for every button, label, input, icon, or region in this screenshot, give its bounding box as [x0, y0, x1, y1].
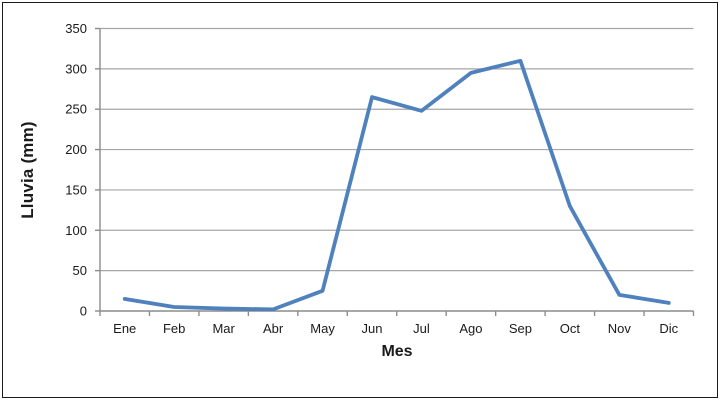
x-tick-label: Ago [459, 321, 482, 336]
y-tick-label: 350 [65, 21, 87, 36]
y-tick-label: 0 [80, 304, 87, 319]
x-tick-label: May [310, 321, 335, 336]
x-tick-label: Dic [659, 321, 678, 336]
y-tick-label: 150 [65, 182, 87, 197]
x-axis-title: Mes [381, 343, 413, 360]
y-axis-title: Lluvia (mm) [18, 121, 37, 219]
x-tick-label: Mar [212, 321, 235, 336]
y-tick-label: 250 [65, 102, 87, 117]
x-tick-label: Jul [413, 321, 430, 336]
x-tick-label: Oct [560, 321, 581, 336]
x-tick-label: Abr [263, 321, 284, 336]
rainfall-series-line [122, 58, 671, 312]
y-tick-label: 100 [65, 223, 87, 238]
y-tick-label: 50 [73, 263, 87, 278]
y-tick-label: 300 [65, 61, 87, 76]
x-tick-label: Nov [608, 321, 632, 336]
y-tick-label: 200 [65, 142, 87, 157]
x-tick-label: Ene [113, 321, 136, 336]
x-tick-label: Sep [509, 321, 532, 336]
x-tick-label: Jun [362, 321, 383, 336]
x-tick-label: Feb [163, 321, 185, 336]
